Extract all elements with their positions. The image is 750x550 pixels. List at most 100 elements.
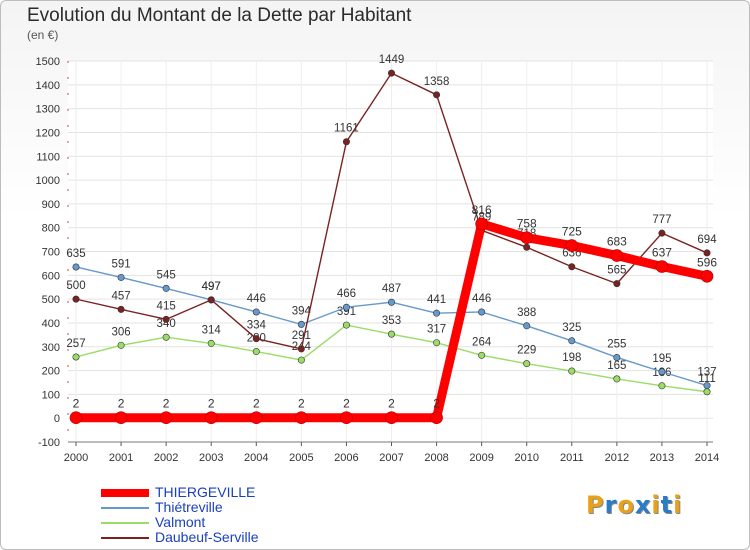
y-tick-label: 600 bbox=[42, 270, 60, 282]
data-label: 264 bbox=[472, 336, 492, 348]
data-label: 816 bbox=[472, 203, 492, 217]
y-tick-label: 100 bbox=[42, 389, 60, 401]
data-label: 325 bbox=[562, 322, 581, 334]
data-point bbox=[700, 269, 714, 283]
data-label: 694 bbox=[697, 234, 717, 246]
data-point bbox=[385, 411, 398, 425]
data-point bbox=[69, 411, 83, 425]
data-label: 758 bbox=[517, 217, 537, 231]
x-tick-label: 2011 bbox=[560, 452, 584, 464]
y-tick-label: 1000 bbox=[36, 175, 60, 187]
data-label: 165 bbox=[607, 360, 626, 372]
data-point bbox=[295, 411, 308, 425]
data-point bbox=[478, 308, 486, 316]
data-label: 441 bbox=[427, 294, 446, 306]
data-label: 497 bbox=[202, 281, 221, 293]
data-point bbox=[523, 243, 531, 251]
y-tick-label: 800 bbox=[42, 223, 60, 235]
data-point bbox=[297, 320, 305, 328]
y-tick-label: 1400 bbox=[36, 80, 60, 92]
data-point bbox=[297, 345, 305, 353]
x-tick-label: 2000 bbox=[64, 452, 88, 464]
data-label: 257 bbox=[66, 338, 85, 350]
data-point bbox=[162, 333, 170, 341]
data-label: 637 bbox=[652, 246, 672, 260]
x-tick-label: 2014 bbox=[695, 452, 719, 464]
data-point bbox=[207, 339, 215, 347]
data-label: 2 bbox=[208, 397, 215, 411]
data-point bbox=[387, 330, 395, 338]
data-label: 2 bbox=[343, 397, 350, 411]
data-point bbox=[433, 91, 441, 99]
data-point bbox=[568, 263, 576, 271]
y-tick-label: 1200 bbox=[36, 127, 60, 139]
data-point bbox=[117, 341, 125, 349]
data-label: 466 bbox=[337, 288, 356, 300]
data-label: 415 bbox=[157, 300, 176, 312]
data-label: 255 bbox=[607, 338, 626, 350]
data-point bbox=[162, 284, 170, 292]
legend-swatch bbox=[101, 506, 149, 509]
data-label: 394 bbox=[292, 305, 312, 317]
data-label: 683 bbox=[607, 235, 627, 249]
data-label: 353 bbox=[382, 315, 401, 327]
data-label: 195 bbox=[652, 353, 671, 365]
data-label: 596 bbox=[697, 255, 717, 269]
legend-label: Valmont bbox=[155, 514, 206, 530]
data-point bbox=[387, 69, 395, 77]
data-label: 314 bbox=[202, 324, 222, 336]
legend-item-thiergeville[interactable]: THIERGEVILLE bbox=[101, 485, 259, 500]
y-tick-label: 300 bbox=[42, 342, 60, 354]
legend-label: THIERGEVILLE bbox=[155, 484, 256, 500]
data-point bbox=[342, 138, 350, 146]
data-point bbox=[249, 411, 263, 425]
x-tick-label: 2007 bbox=[379, 452, 403, 464]
data-point bbox=[613, 375, 621, 383]
data-label: 725 bbox=[562, 225, 582, 239]
data-point bbox=[565, 239, 579, 252]
data-label: 2 bbox=[73, 397, 80, 411]
y-tick-label: 400 bbox=[42, 318, 60, 330]
y-tick-label: 1300 bbox=[36, 104, 60, 116]
legend-item-valmont[interactable]: Valmont bbox=[101, 515, 259, 530]
data-point bbox=[433, 339, 441, 347]
data-point bbox=[433, 309, 441, 317]
x-tick-label: 2004 bbox=[244, 452, 268, 464]
data-point bbox=[655, 260, 669, 273]
data-label: 2 bbox=[388, 397, 395, 411]
x-tick-label: 2003 bbox=[199, 452, 223, 464]
data-label: 1449 bbox=[379, 54, 405, 66]
y-tick-label: 500 bbox=[42, 294, 60, 306]
x-tick-label: 2013 bbox=[650, 452, 674, 464]
data-label: 340 bbox=[157, 318, 176, 330]
data-label: 446 bbox=[472, 293, 491, 305]
legend-item-daubeuf-serville[interactable]: Daubeuf-Serville bbox=[101, 530, 259, 545]
data-label: 545 bbox=[157, 269, 176, 281]
x-tick-label: 2001 bbox=[109, 452, 133, 464]
data-label: 2 bbox=[118, 397, 125, 411]
proxiti-logo: Proxiti bbox=[586, 491, 683, 519]
data-point bbox=[610, 249, 624, 262]
data-point bbox=[613, 280, 621, 288]
x-tick-label: 2008 bbox=[424, 452, 448, 464]
chart-title: Evolution du Montant de la Dette par Hab… bbox=[27, 5, 412, 26]
data-point bbox=[342, 303, 350, 311]
x-tick-label: 2009 bbox=[469, 452, 493, 464]
data-label: 487 bbox=[382, 283, 401, 295]
data-label: 137 bbox=[697, 367, 716, 379]
data-label: 334 bbox=[247, 320, 267, 332]
data-label: 500 bbox=[66, 280, 85, 292]
data-point bbox=[114, 411, 128, 425]
data-point bbox=[159, 411, 173, 425]
y-tick-label: 200 bbox=[42, 366, 60, 378]
data-label: 591 bbox=[111, 258, 130, 270]
data-point bbox=[703, 249, 711, 257]
data-point bbox=[658, 229, 666, 237]
legend-swatch bbox=[101, 521, 149, 524]
legend-item-thietreville[interactable]: Thiétreville bbox=[101, 500, 259, 515]
data-point bbox=[72, 353, 80, 361]
data-point bbox=[340, 411, 353, 425]
data-label: 306 bbox=[111, 326, 130, 338]
data-label: 2 bbox=[298, 397, 305, 411]
